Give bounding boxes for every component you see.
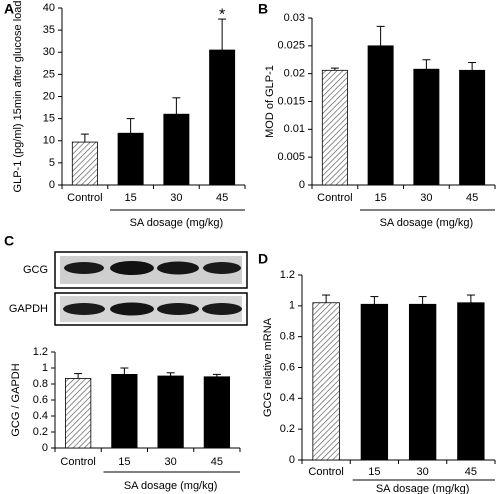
- panel-letter: A: [4, 1, 14, 17]
- y-tick-label: 25: [43, 68, 55, 80]
- bar: [203, 376, 230, 449]
- panel-letter: C: [4, 233, 14, 249]
- x-axis-label: SA dosage (mg/kg): [376, 483, 470, 494]
- x-tick-label: 15: [368, 466, 380, 478]
- y-tick-label: 0.4: [33, 410, 48, 422]
- x-tick-label: 30: [165, 456, 177, 468]
- bar: [312, 302, 340, 461]
- y-tick-label: 1: [289, 300, 295, 312]
- blot-label: GCG: [23, 264, 48, 276]
- bar: [367, 45, 394, 186]
- y-axis-label: GLP-1 (pg/ml) 15min after glucose load: [12, 1, 24, 193]
- y-tick-label: 0.6: [280, 361, 295, 373]
- y-tick-label: 0: [289, 454, 295, 466]
- y-axis-label: GCG relative mRNA: [262, 317, 274, 417]
- bar: [111, 373, 138, 449]
- x-tick-label: 30: [417, 466, 429, 478]
- blot-images: [54, 251, 248, 326]
- y-tick-label: 0.015: [277, 95, 305, 107]
- x-tick-label: Control: [60, 456, 95, 468]
- y-tick-label: 20: [43, 90, 55, 102]
- y-tick-label: 0: [299, 179, 305, 191]
- bar: [163, 113, 190, 186]
- y-tick-label: 1.2: [280, 269, 295, 281]
- blot-label: GAPDH: [9, 303, 48, 315]
- y-axis-label: GCG / GAPDH: [10, 363, 22, 436]
- y-tick-label: 0.2: [33, 426, 48, 438]
- bar: [157, 375, 184, 449]
- y-tick-label: 0.02: [284, 68, 305, 80]
- y-tick-label: 0.005: [277, 151, 305, 163]
- x-tick-label: 45: [211, 456, 223, 468]
- bar: [360, 303, 389, 461]
- y-tick-label: 30: [43, 46, 55, 58]
- y-tick-label: 0.03: [284, 12, 305, 24]
- y-tick-label: 0: [49, 179, 55, 191]
- x-tick-label: 15: [118, 456, 130, 468]
- y-tick-label: 0.4: [280, 392, 295, 404]
- bar: [209, 49, 236, 186]
- y-tick-label: 0.2: [280, 423, 295, 435]
- x-tick-label: 30: [170, 192, 182, 204]
- x-tick-label: Control: [67, 192, 102, 204]
- y-tick-label: 0.8: [33, 378, 48, 390]
- bar: [71, 141, 98, 186]
- bar: [117, 132, 144, 186]
- y-tick-label: 0.6: [33, 394, 48, 406]
- x-tick-label: Control: [317, 192, 352, 204]
- y-tick-label: 0.01: [284, 123, 305, 135]
- bar: [457, 302, 485, 461]
- x-tick-label: 15: [125, 192, 137, 204]
- y-axis-label: MOD of GLP-1: [264, 65, 276, 138]
- panel-letter: D: [258, 251, 268, 267]
- y-tick-label: 35: [43, 24, 55, 36]
- y-tick-label: 0: [42, 442, 48, 454]
- x-tick-label: Control: [308, 466, 343, 478]
- x-tick-label: 30: [420, 192, 432, 204]
- x-tick-label: 15: [375, 192, 387, 204]
- y-tick-label: 1: [42, 362, 48, 374]
- y-tick-label: 40: [43, 2, 55, 14]
- bar: [65, 377, 92, 449]
- y-tick-label: 1.2: [33, 346, 48, 358]
- y-tick-label: 5: [49, 157, 55, 169]
- x-axis-label: SA dosage (mg/kg): [380, 217, 474, 229]
- significance-mark: *: [219, 6, 225, 23]
- bar: [321, 69, 348, 186]
- y-tick-label: 0.8: [280, 331, 295, 343]
- bar: [408, 303, 437, 461]
- x-axis-label: SA dosage (mg/kg): [124, 480, 218, 492]
- y-tick-label: 0.025: [277, 40, 305, 52]
- x-tick-label: 45: [216, 192, 228, 204]
- bar: [413, 68, 440, 186]
- x-tick-label: 45: [465, 466, 477, 478]
- x-tick-label: 45: [466, 192, 478, 204]
- bar: [459, 69, 486, 186]
- y-tick-label: 10: [43, 135, 55, 147]
- panel-letter: B: [258, 1, 268, 17]
- x-axis-label: SA dosage (mg/kg): [130, 217, 224, 229]
- y-tick-label: 15: [43, 113, 55, 125]
